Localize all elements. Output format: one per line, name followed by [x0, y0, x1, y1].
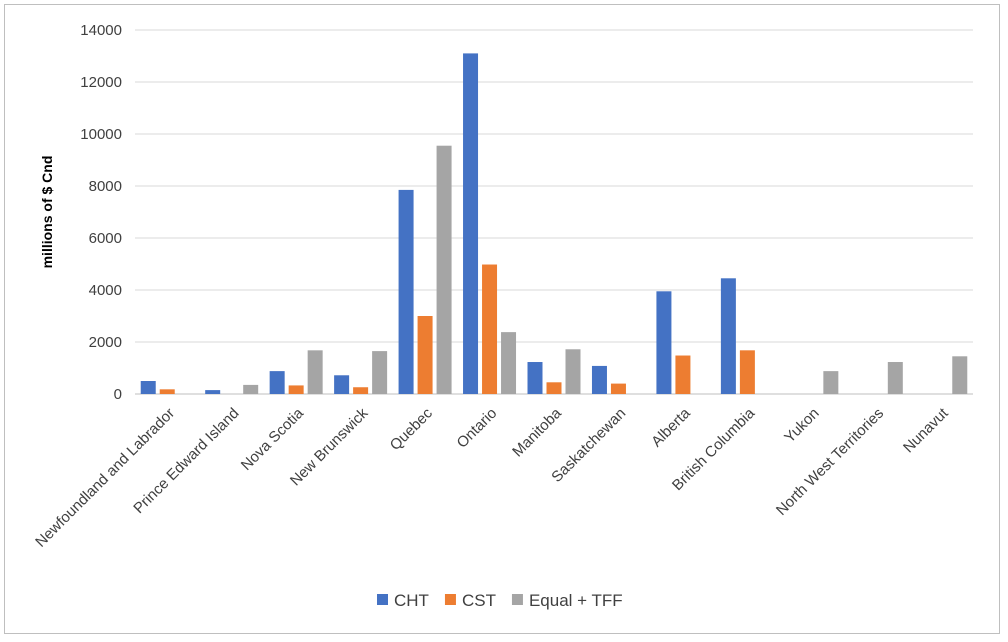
x-tick-label: Prince Edward Island: [130, 405, 242, 517]
legend-swatch: [511, 594, 523, 605]
chart-frame: [4, 4, 1000, 634]
bar-cht: [656, 291, 672, 394]
bar-cst: [417, 316, 433, 394]
bar-cst: [353, 387, 369, 394]
bar-equal-tff: [823, 371, 839, 394]
x-tick-label: North West Territories: [773, 405, 887, 519]
bars: [140, 53, 968, 395]
x-tick-label: Alberta: [648, 404, 694, 450]
bar-equal-tff: [952, 356, 968, 394]
y-tick-label: 14000: [80, 22, 122, 39]
bar-cst: [546, 382, 562, 394]
x-tick-label: Nova Scotia: [238, 404, 308, 474]
bar-cst: [288, 385, 304, 394]
bar-equal-tff: [436, 145, 452, 394]
legend-label: CST: [462, 591, 496, 610]
bar-equal-tff: [501, 332, 517, 394]
legend-label: Equal + TFF: [529, 591, 623, 610]
y-axis-ticks: 0 2000 4000 6000 8000 10000 12000 14000: [80, 22, 122, 403]
gridlines: [135, 29, 973, 395]
y-tick-label: 2000: [89, 334, 122, 351]
bar-equal-tff: [565, 349, 581, 394]
y-tick-label: 6000: [89, 230, 122, 247]
y-tick-label: 0: [114, 386, 122, 403]
x-tick-label: Ontario: [454, 405, 501, 452]
y-tick-label: 8000: [89, 178, 122, 195]
bar-cht: [140, 381, 156, 394]
x-tick-label: Quebec: [387, 404, 437, 454]
y-tick-label: 10000: [80, 126, 122, 143]
legend-label: CHT: [394, 591, 429, 610]
bar-cht: [591, 365, 607, 394]
bar-cht: [398, 189, 414, 394]
bar-equal-tff: [887, 362, 903, 394]
legend-swatch: [444, 594, 456, 605]
bar-cst: [675, 355, 691, 394]
bar-equal-tff: [307, 350, 323, 394]
x-tick-label: Nunavut: [900, 404, 952, 456]
bar-cst: [482, 264, 498, 394]
x-tick-label: Yukon: [781, 405, 823, 447]
y-tick-label: 4000: [89, 282, 122, 299]
x-tick-label: Manitoba: [509, 404, 565, 460]
bar-cht: [205, 390, 221, 394]
bar-equal-tff: [372, 351, 388, 394]
bar-equal-tff: [243, 384, 259, 394]
bar-cst: [739, 350, 755, 394]
bar-cht: [527, 362, 543, 394]
bar-cst: [159, 389, 175, 394]
bar-cht: [463, 53, 479, 395]
bar-cht: [720, 278, 736, 394]
bar-cht: [269, 371, 285, 394]
bar-cht: [334, 375, 350, 394]
y-axis-label: millions of $ Cnd: [39, 156, 55, 269]
y-tick-label: 12000: [80, 74, 122, 91]
bar-cst: [610, 383, 626, 394]
legend-swatch: [377, 594, 388, 605]
legend: CHT CST Equal + TFF: [377, 591, 623, 610]
